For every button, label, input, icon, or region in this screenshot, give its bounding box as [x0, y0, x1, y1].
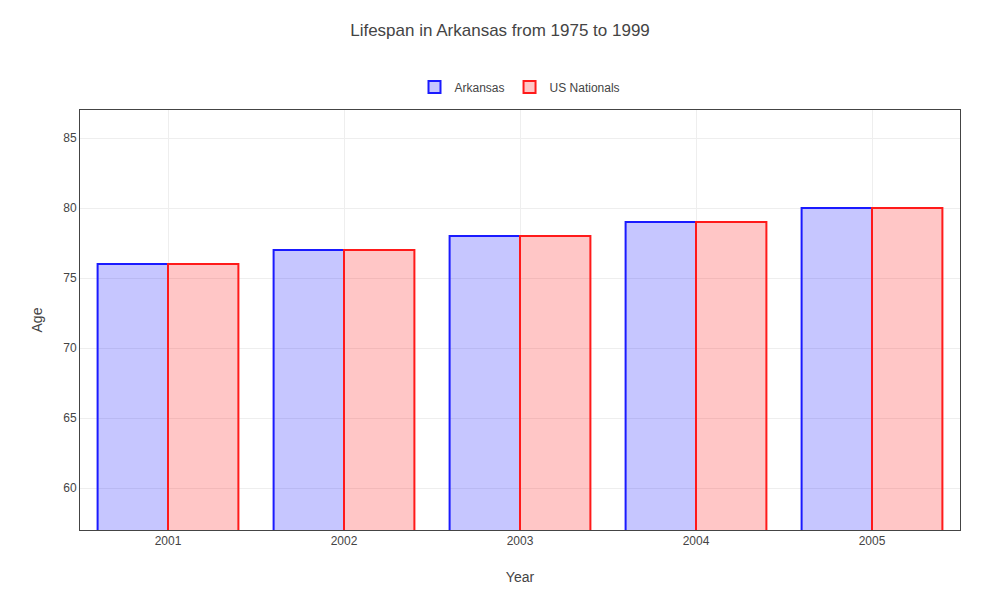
svg-text:Arkansas: Arkansas [455, 81, 505, 95]
svg-text:65: 65 [63, 411, 77, 425]
svg-text:2001: 2001 [155, 534, 182, 548]
svg-text:60: 60 [63, 481, 77, 495]
svg-text:Age: Age [29, 307, 45, 332]
svg-text:Year: Year [506, 569, 535, 585]
svg-text:2002: 2002 [331, 534, 358, 548]
svg-text:80: 80 [63, 201, 77, 215]
svg-text:2004: 2004 [683, 534, 710, 548]
svg-text:75: 75 [63, 271, 77, 285]
svg-text:85: 85 [63, 131, 77, 145]
svg-text:2003: 2003 [507, 534, 534, 548]
svg-text:US Nationals: US Nationals [550, 81, 620, 95]
svg-text:2005: 2005 [859, 534, 886, 548]
svg-text:70: 70 [63, 341, 77, 355]
svg-text:Lifespan in Arkansas from 1975: Lifespan in Arkansas from 1975 to 1999 [350, 21, 650, 40]
